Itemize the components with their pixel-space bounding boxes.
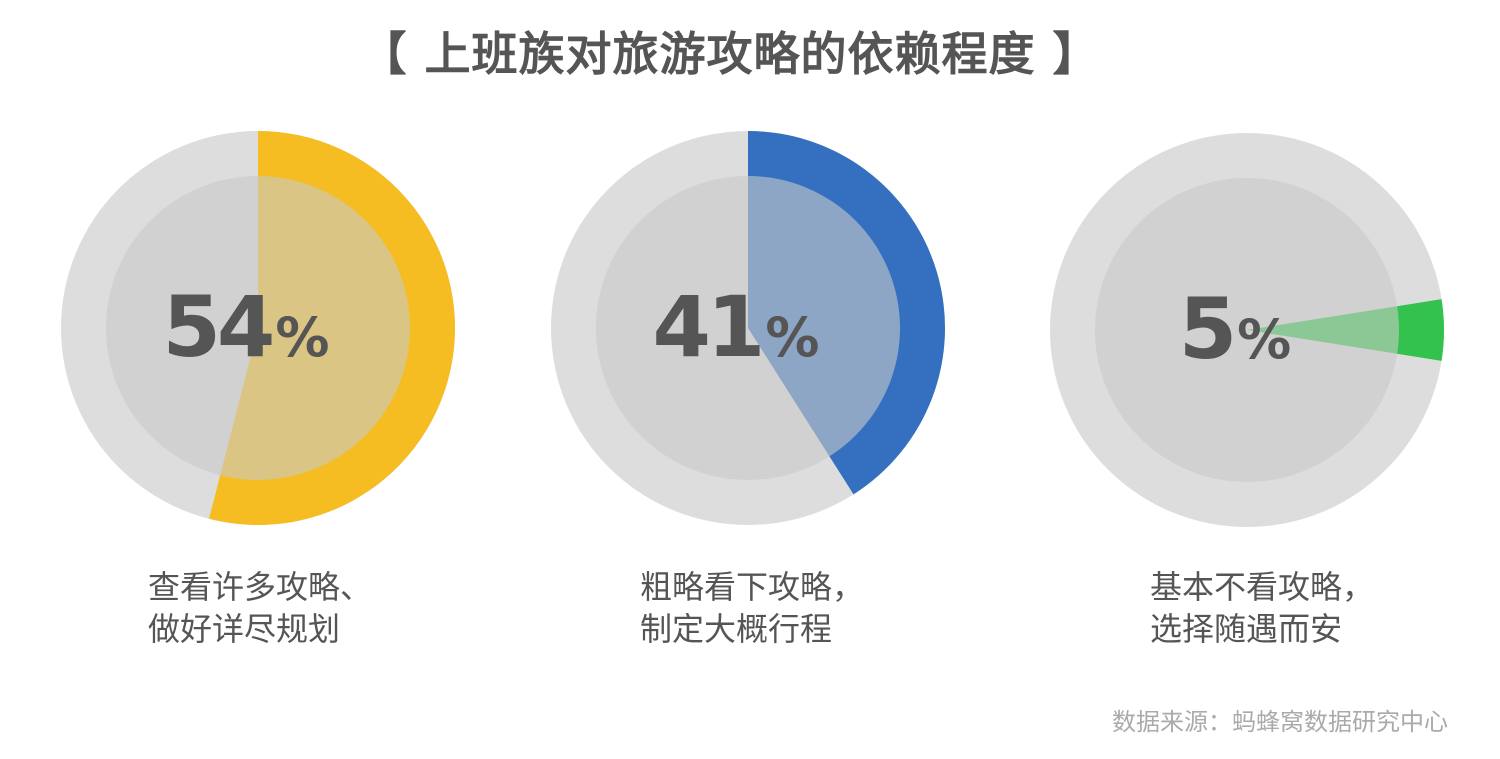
- chart-label-3-line-1: 基本不看攻略，: [1150, 568, 1375, 606]
- percent-label-2: 41%: [652, 278, 819, 376]
- chart-label-2-line-1: 粗略看下攻略，: [640, 568, 865, 606]
- chart-label-1-line-1: 查看许多攻略、: [148, 568, 373, 606]
- chart-title: 【 上班族对旅游攻略的依赖程度 】: [360, 27, 1100, 81]
- donut-chart-2: 41%: [551, 131, 945, 525]
- percent-label-3: 5%: [1179, 280, 1292, 378]
- chart-label-2-line-2: 制定大概行程: [640, 610, 833, 648]
- chart-label-1: 查看许多攻略、 做好详尽规划: [148, 566, 448, 650]
- donut-chart-3: 5%: [1050, 133, 1444, 527]
- chart-label-2: 粗略看下攻略， 制定大概行程: [640, 566, 940, 650]
- percent-label-1: 54%: [162, 278, 329, 376]
- donut-inner-overlay: [596, 176, 900, 480]
- chart-label-3: 基本不看攻略， 选择随遇而安: [1150, 566, 1450, 650]
- donut-chart-1: 54%: [61, 130, 456, 525]
- chart-label-3-line-2: 选择随遇而安: [1150, 610, 1343, 648]
- donut-inner-overlay: [1095, 178, 1399, 482]
- donut-inner-overlay: [106, 176, 410, 480]
- chart-label-1-line-2: 做好详尽规划: [148, 610, 341, 648]
- data-source: 数据来源：蚂蜂窝数据研究中心: [1112, 708, 1448, 736]
